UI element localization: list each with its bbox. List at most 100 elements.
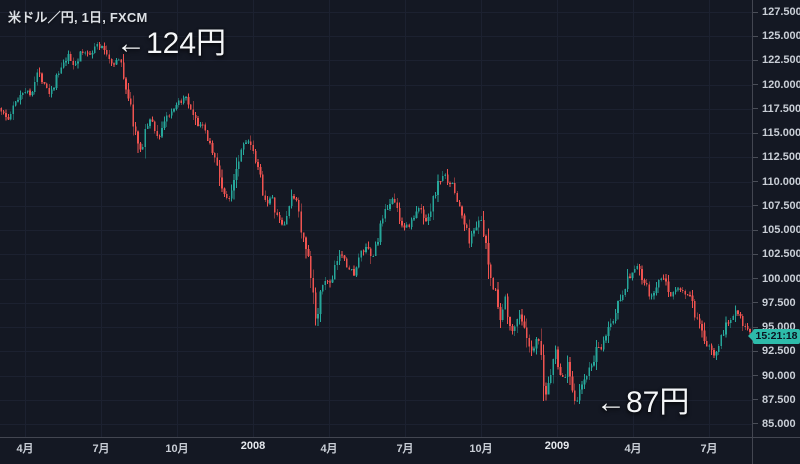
candle-body [506,296,509,317]
candle-body [120,59,123,63]
candle-body [69,53,72,61]
price-tick-mark [753,132,758,134]
candle-body [153,121,156,132]
price-tick-mark [753,229,758,231]
candle-body [638,266,641,270]
candle-body [725,322,727,335]
candle-body [132,104,135,127]
candle-body [535,339,538,349]
candle-body [557,349,559,368]
candle-body [463,215,466,225]
candle-body [480,219,483,221]
candle-body [674,289,677,292]
candle-body [576,400,579,402]
candle-body [21,92,24,95]
annotation-87-yen[interactable]: ←87円 [596,386,690,419]
candle-body [600,347,603,350]
candle-body [41,73,43,83]
candle-body [216,157,219,166]
candle-body [643,280,646,284]
candle-body [110,59,113,64]
candle-body [391,198,394,205]
candle-body [197,118,199,126]
candle-body [720,335,723,347]
price-tick: 87.500 [753,393,800,407]
candle-body [710,345,713,350]
candle-body [101,46,103,48]
price-tick: 85.000 [753,417,800,431]
candle-body [235,168,238,181]
price-tick-label: 90.000 [762,369,796,382]
candle-body [741,316,744,326]
price-tick-label: 87.500 [762,393,796,406]
candle-body [468,227,471,244]
price-tick: 100.000 [753,272,800,286]
candle-body [211,142,214,153]
candle-body [151,119,154,122]
time-tick-label: 7月 [396,443,414,455]
candle-body [180,100,183,103]
candle-body [636,266,639,270]
candle-body [602,340,605,350]
candle-body [578,389,581,401]
candle-body [307,248,310,256]
candle-body [324,281,327,286]
candle-body [357,257,360,268]
candle-body [36,72,39,83]
candle-body [444,174,447,177]
price-tick-mark [753,423,758,425]
candle-body [213,152,216,158]
candle-body [360,250,363,258]
candle-body [660,278,663,281]
candle-body [0,107,3,112]
candle-body [269,198,271,204]
candle-body [165,115,168,122]
candle-body [377,241,379,245]
candle-body [631,272,634,278]
candle-body [511,325,514,332]
candle-body [115,60,118,65]
candle-body [732,315,735,321]
candle-body [173,109,175,112]
candle-body [420,208,423,210]
annotation-124-yen[interactable]: ←124円 [116,27,227,60]
candle-body [7,117,10,120]
candle-body [31,91,34,95]
candle-body [252,144,255,151]
candle-body [513,326,516,332]
candle-body [669,292,672,297]
candle-body [209,140,211,143]
candle-body [626,276,629,289]
candle-body [290,195,293,207]
candle-body [201,124,204,126]
candle-body [24,91,27,93]
candle-body [266,200,269,204]
candle-body [329,281,331,283]
candle-body [475,227,478,231]
candle-body [65,60,67,63]
time-tick: 2008 [241,438,265,452]
price-tick: 122.500 [753,53,800,67]
candle-body [189,104,192,110]
candle-body [17,99,19,102]
candle-body [33,82,36,92]
candle-body [108,54,111,60]
candle-body [650,295,653,297]
price-tick: 127.500 [753,5,800,19]
time-axis[interactable]: 4月 7月 10月 2008 4月 7月 10月 2009 4月 7月 [0,438,800,464]
candle-body [696,317,699,319]
candle-body [336,261,339,266]
candle-body [425,217,427,222]
candle-body [482,219,485,236]
candle-body [271,197,274,199]
candle-body [703,330,706,342]
candle-body [297,200,300,212]
candle-body [665,278,667,282]
candle-body [321,285,324,292]
candle-body [528,337,531,347]
price-axis[interactable]: 127.500 125.000 122.500 120.000 117.500 115.0… [753,0,800,437]
candle-body [641,269,643,281]
price-tick: 112.500 [753,150,800,164]
candle-body [609,323,612,328]
